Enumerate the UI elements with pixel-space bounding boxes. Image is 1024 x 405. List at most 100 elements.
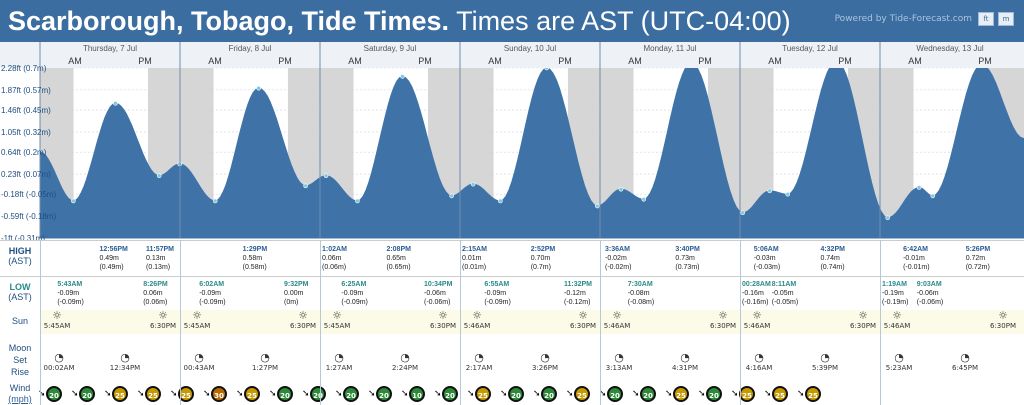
high-height: (0.73m): [675, 264, 700, 271]
high-tide-entry: 2:52PM 0.70m (0.7m): [531, 245, 556, 272]
wind-direction-icon: ➘: [764, 388, 772, 398]
moon-phase-icon: ◔: [820, 351, 830, 364]
pm-label: PM: [838, 56, 852, 66]
tide-area: [39, 60, 1024, 239]
day-label: Thursday, 7 Jul: [83, 44, 137, 53]
wind-unit-link[interactable]: (mph): [8, 394, 32, 404]
moonrise-mark: ◔ 3:26PM: [528, 352, 562, 373]
wind-label: Wind (mph): [0, 383, 40, 405]
high-time: 2:52PM: [530, 246, 556, 253]
sun-time: 6:30PM: [850, 322, 876, 330]
high-tide-entry: 6:42AM -0.01m (-0.01m): [903, 245, 929, 272]
wind-speed-badge: 20: [607, 386, 623, 402]
high-height: (-0.03m): [753, 264, 781, 271]
moon-phase-icon: ◔: [474, 351, 484, 364]
low-tide-entry: 9:03AM -0.06m (-0.06m): [917, 280, 943, 307]
high-height: 0.01m: [462, 255, 482, 262]
tide-point: [785, 191, 791, 197]
moon-phase-icon: ◔: [54, 351, 64, 364]
low-height: -0.06m: [916, 290, 939, 297]
low-height: -0.08m: [627, 290, 650, 297]
wind-direction-icon: ➘: [467, 388, 475, 398]
am-label: AM: [628, 56, 642, 66]
low-tide-entry: 8:11AM -0.05m (-0.05m): [772, 280, 798, 307]
high-height: (-0.02m): [605, 264, 632, 271]
sunrise-mark: ☼ 5:46AM: [460, 310, 494, 331]
high-time: 5:06AM: [753, 246, 779, 253]
day-column-divider: [880, 240, 881, 405]
moonrise-mark: ◔ 1:27PM: [248, 352, 282, 373]
wind-direction-icon: ➘: [104, 388, 112, 398]
sunset-icon: ☼: [438, 309, 448, 322]
wind-speed-badge: 25: [112, 386, 128, 402]
low-height: -0.12m: [564, 290, 586, 297]
low-tide-entry: 9:32PM 0.00m (0m): [284, 280, 309, 307]
wind-speed-badge: 25: [145, 386, 161, 402]
high-time: 5:26PM: [965, 246, 991, 253]
low-tide-row: LOW (AST) 5:43AM -0.09m (-0.09m) 8:26PM 0.06…: [0, 276, 1024, 310]
y-axis-label: 0.64ft (0.2m): [1, 148, 47, 157]
moonset-mark: ◔ 00:43AM: [182, 352, 216, 373]
low-time: 9:32PM: [284, 281, 309, 288]
moon-time: 1:27AM: [325, 364, 353, 372]
tide-point: [498, 198, 503, 204]
high-height: 0.70m: [530, 255, 551, 262]
moon-time: 00:43AM: [183, 364, 215, 372]
moon-time: 00:02AM: [43, 364, 75, 372]
low-time: 11:32PM: [564, 281, 593, 288]
sun-label: Sun: [11, 316, 28, 326]
sunset-mark: ☼ 6:30PM: [706, 310, 740, 331]
high-tide-entry: 1:02AM 0.06m (0.06m): [322, 245, 347, 272]
unit-ft-button[interactable]: ft: [978, 12, 994, 26]
sun-time: 5:45AM: [323, 322, 351, 330]
tide-point: [355, 198, 360, 204]
am-label: AM: [908, 56, 922, 66]
sunrise-icon: ☼: [612, 309, 622, 322]
moon-time: 1:27PM: [252, 364, 278, 372]
sun-time: 6:30PM: [990, 322, 1016, 330]
powered-by-link[interactable]: Powered by Tide-Forecast.com: [834, 14, 972, 24]
low-height: (-0.09m): [341, 299, 368, 306]
high-tide-entry: 5:26PM 0.72m (0.72m): [966, 245, 991, 272]
low-tide-entry: 00:28AM -0.16m (-0.16m): [742, 280, 771, 307]
wind-speed-badge: 20: [310, 386, 326, 402]
moonset-mark: ◔ 5:23AM: [882, 352, 916, 373]
tide-point: [618, 186, 624, 192]
y-axis-label: -0.59ft (-0.18m): [1, 212, 56, 221]
sun-row: [40, 310, 1024, 334]
low-height: -0.09m: [199, 290, 221, 297]
sunrise-mark: ☼ 5:45AM: [40, 310, 74, 331]
pm-label: PM: [138, 56, 152, 66]
unit-m-button[interactable]: m: [998, 12, 1014, 26]
tide-point: [256, 85, 261, 91]
low-height: -0.09m: [341, 290, 364, 297]
high-height: (-0.01m): [903, 264, 930, 271]
sunset-mark: ☼ 6:30PM: [426, 309, 460, 331]
low-time: 9:03AM: [916, 281, 942, 288]
high-time: 1:29PM: [242, 246, 268, 253]
tide-point: [323, 173, 329, 179]
moonset-mark: ◔ 00:02AM: [42, 351, 76, 373]
high-height: (0.74m): [820, 264, 845, 271]
header-bar: Scarborough, Tobago, Tide Times. Times a…: [0, 0, 1024, 42]
moon-phase-icon: ◔: [400, 351, 410, 364]
high-height: -0.03m: [753, 255, 776, 262]
moon-time: 5:23AM: [885, 364, 913, 372]
day-column-divider: [180, 240, 181, 405]
low-time: 8:26PM: [143, 281, 168, 288]
wind-speed-badge: 20: [541, 386, 557, 402]
wind-speed-badge: 20: [277, 386, 293, 402]
wind-direction-icon: ➘: [203, 388, 211, 398]
high-label: HIGH (AST): [8, 246, 32, 266]
moon-phase-icon: ◔: [120, 351, 130, 364]
wind-direction-icon: ➘: [368, 388, 376, 398]
sun-time: 6:30PM: [570, 322, 596, 330]
low-tide-entry: 6:02AM -0.09m (-0.09m): [199, 280, 225, 307]
day-header-strip: [0, 42, 1024, 68]
high-height: (0.13m): [146, 264, 171, 271]
low-height: (-0.06m): [916, 299, 944, 306]
moonrise-mark: ◔ 12:34PM: [108, 351, 142, 373]
low-height: -0.09m: [484, 290, 507, 297]
high-tide-entry: 12:56PM 0.49m (0.49m): [99, 245, 127, 272]
